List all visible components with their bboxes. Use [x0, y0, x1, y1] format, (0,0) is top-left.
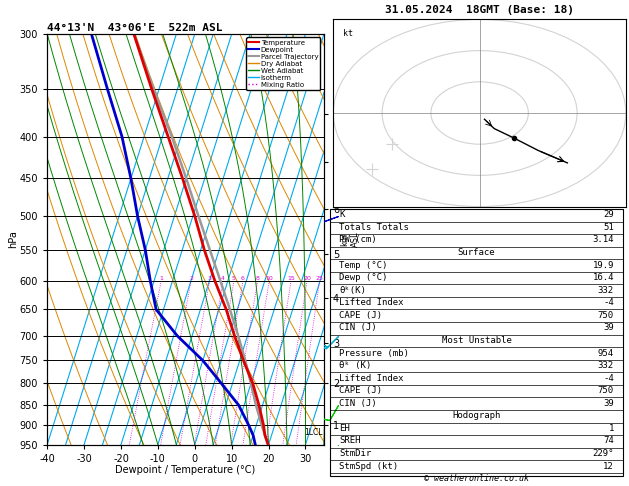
Text: kt: kt — [343, 29, 353, 38]
Text: θᵏ (K): θᵏ (K) — [339, 361, 371, 370]
Legend: Temperature, Dewpoint, Parcel Trajectory, Dry Adiabat, Wet Adiabat, Isotherm, Mi: Temperature, Dewpoint, Parcel Trajectory… — [246, 37, 320, 90]
Text: 750: 750 — [598, 311, 614, 320]
Text: K: K — [339, 210, 344, 219]
Text: 1: 1 — [609, 424, 614, 433]
Text: StmSpd (kt): StmSpd (kt) — [339, 462, 398, 470]
Text: 39: 39 — [603, 323, 614, 332]
Text: θᵏ(K): θᵏ(K) — [339, 286, 366, 295]
Text: CAPE (J): CAPE (J) — [339, 386, 382, 395]
Text: 332: 332 — [598, 361, 614, 370]
Text: 332: 332 — [598, 286, 614, 295]
Text: 954: 954 — [598, 348, 614, 358]
Text: 750: 750 — [598, 386, 614, 395]
Text: © weatheronline.co.uk: © weatheronline.co.uk — [424, 474, 529, 483]
Text: 8: 8 — [255, 276, 260, 281]
Text: StmDir: StmDir — [339, 449, 371, 458]
Text: 15: 15 — [287, 276, 295, 281]
Text: -4: -4 — [603, 374, 614, 382]
Text: Lifted Index: Lifted Index — [339, 298, 403, 307]
X-axis label: Dewpoint / Temperature (°C): Dewpoint / Temperature (°C) — [116, 465, 255, 475]
Text: 29: 29 — [603, 210, 614, 219]
Text: 3.14: 3.14 — [593, 235, 614, 244]
Text: Lifted Index: Lifted Index — [339, 374, 403, 382]
Y-axis label: hPa: hPa — [8, 230, 18, 248]
Text: 5: 5 — [232, 276, 236, 281]
Text: 6: 6 — [241, 276, 245, 281]
Text: 2: 2 — [189, 276, 193, 281]
Text: 16.4: 16.4 — [593, 273, 614, 282]
Text: Most Unstable: Most Unstable — [442, 336, 511, 345]
Text: EH: EH — [339, 424, 350, 433]
Text: 19.9: 19.9 — [593, 260, 614, 270]
Text: CAPE (J): CAPE (J) — [339, 311, 382, 320]
Text: 74: 74 — [603, 436, 614, 446]
Text: CIN (J): CIN (J) — [339, 323, 377, 332]
Y-axis label: km
ASL: km ASL — [340, 231, 360, 247]
Text: Pressure (mb): Pressure (mb) — [339, 348, 409, 358]
Text: 1LCL: 1LCL — [304, 428, 323, 436]
Text: Totals Totals: Totals Totals — [339, 223, 409, 232]
Text: Hodograph: Hodograph — [452, 411, 501, 420]
Text: Dewp (°C): Dewp (°C) — [339, 273, 387, 282]
Text: 39: 39 — [603, 399, 614, 408]
Text: 10: 10 — [265, 276, 273, 281]
Text: 31.05.2024  18GMT (Base: 18): 31.05.2024 18GMT (Base: 18) — [385, 4, 574, 15]
Text: SREH: SREH — [339, 436, 360, 446]
Text: PW (cm): PW (cm) — [339, 235, 377, 244]
Text: 1: 1 — [159, 276, 163, 281]
Text: Temp (°C): Temp (°C) — [339, 260, 387, 270]
Text: 12: 12 — [603, 462, 614, 470]
Text: 4: 4 — [221, 276, 225, 281]
Text: CIN (J): CIN (J) — [339, 399, 377, 408]
Text: Surface: Surface — [458, 248, 495, 257]
Text: 229°: 229° — [593, 449, 614, 458]
Text: 25: 25 — [316, 276, 323, 281]
Text: 20: 20 — [303, 276, 311, 281]
Text: 51: 51 — [603, 223, 614, 232]
Text: -4: -4 — [603, 298, 614, 307]
Text: 3: 3 — [208, 276, 211, 281]
Text: 44°13'N  43°06'E  522m ASL: 44°13'N 43°06'E 522m ASL — [47, 23, 223, 33]
